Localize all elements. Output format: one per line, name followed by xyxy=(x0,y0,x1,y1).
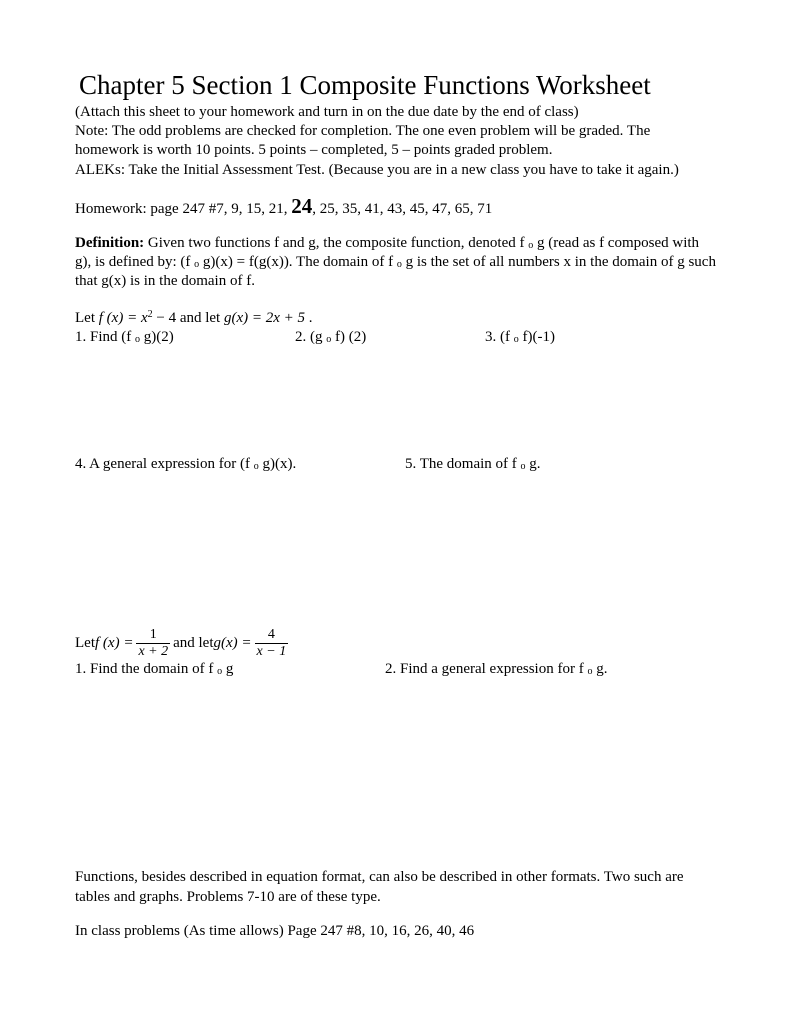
problem-4: 4. A general expression for (f o g)(x). xyxy=(75,456,405,473)
problem-row-1: 1. Find (f o g)(2) 2. (g o f) (2) 3. (f … xyxy=(75,329,716,346)
intro-aleks: ALEKs: Take the Initial Assessment Test.… xyxy=(75,161,716,180)
intro-note: Note: The odd problems are checked for c… xyxy=(75,122,716,160)
period: . xyxy=(305,310,313,326)
fraction-f: 1 x + 2 xyxy=(136,628,170,659)
q1-text-b: g)(2) xyxy=(140,329,174,345)
homework-emphasized-number: 24 xyxy=(291,194,312,218)
fraction-denominator: x − 1 xyxy=(255,643,289,659)
document-page: Chapter 5 Section 1 Composite Functions … xyxy=(0,0,791,1024)
workspace-gap xyxy=(75,678,716,853)
g-of-x: g(x) = 2x + 5 xyxy=(224,310,305,326)
s2q1-text-b: g xyxy=(222,661,233,677)
homework-line: Homework: page 247 #7, 9, 15, 21, 24, 25… xyxy=(75,194,716,219)
fraction-denominator: x + 2 xyxy=(136,643,170,659)
let-prefix: Let xyxy=(75,635,95,652)
definition-text-1: Given two functions f and g, the composi… xyxy=(144,235,528,251)
problem-set-1-given: Let f (x) = x2 − 4 and let g(x) = 2x + 5… xyxy=(75,309,716,327)
q4-text-a: 4. A general expression for (f xyxy=(75,456,254,472)
problem-row-2: 4. A general expression for (f o g)(x). … xyxy=(75,456,716,473)
homework-suffix: , 25, 35, 41, 43, 45, 47, 65, 71 xyxy=(312,201,492,217)
fraction-g: 4 x − 1 xyxy=(255,628,289,659)
problem-2: 2. (g o f) (2) xyxy=(295,329,485,346)
and-let: and let xyxy=(173,635,213,652)
fraction-numerator: 4 xyxy=(266,628,277,643)
footer-note-2: In class problems (As time allows) Page … xyxy=(75,922,716,941)
definition-paragraph: Definition: Given two functions f and g,… xyxy=(75,234,716,292)
f-of-x-equals: f (x) = xyxy=(95,635,133,652)
problem-5: 5. The domain of f o g. xyxy=(405,456,716,473)
q1-text-a: 1. Find (f xyxy=(75,329,135,345)
problem-set2-1: 1. Find the domain of f o g xyxy=(75,661,385,678)
q3-text-a: 3. (f xyxy=(485,329,514,345)
f-of-x: f (x) = x xyxy=(99,310,148,326)
definition-text-3: g)(x) = f(g(x)). The domain of f xyxy=(199,254,397,270)
q5-text-a: 5. The domain of f xyxy=(405,456,521,472)
q4-text-b: g)(x). xyxy=(259,456,297,472)
problem-set-2-given: Let f (x) = 1 x + 2 and let g(x) = 4 x −… xyxy=(75,628,716,659)
minus-4-and-let: − 4 and let xyxy=(153,310,224,326)
q3-text-b: f)(-1) xyxy=(519,329,555,345)
q5-text-b: g. xyxy=(526,456,541,472)
page-title: Chapter 5 Section 1 Composite Functions … xyxy=(79,70,716,101)
workspace-gap xyxy=(75,346,716,456)
definition-label: Definition: xyxy=(75,235,144,251)
let-prefix: Let xyxy=(75,310,99,326)
s2q2-text-a: 2. Find a general expression for f xyxy=(385,661,587,677)
footer-note-1: Functions, besides described in equation… xyxy=(75,868,716,906)
q2-text-a: 2. (g xyxy=(295,329,326,345)
s2q2-text-b: g. xyxy=(592,661,607,677)
problem-3: 3. (f o f)(-1) xyxy=(485,329,716,346)
q2-text-b: f) (2) xyxy=(331,329,366,345)
problem-set2-2: 2. Find a general expression for f o g. xyxy=(385,661,716,678)
workspace-gap xyxy=(75,473,716,628)
problem-row-3: 1. Find the domain of f o g 2. Find a ge… xyxy=(75,661,716,678)
s2q1-text-a: 1. Find the domain of f xyxy=(75,661,217,677)
g-of-x-equals: g(x) = xyxy=(214,635,252,652)
problem-1: 1. Find (f o g)(2) xyxy=(75,329,295,346)
homework-prefix: Homework: page 247 #7, 9, 15, 21, xyxy=(75,201,291,217)
fraction-numerator: 1 xyxy=(148,628,159,643)
intro-attach: (Attach this sheet to your homework and … xyxy=(75,103,716,122)
